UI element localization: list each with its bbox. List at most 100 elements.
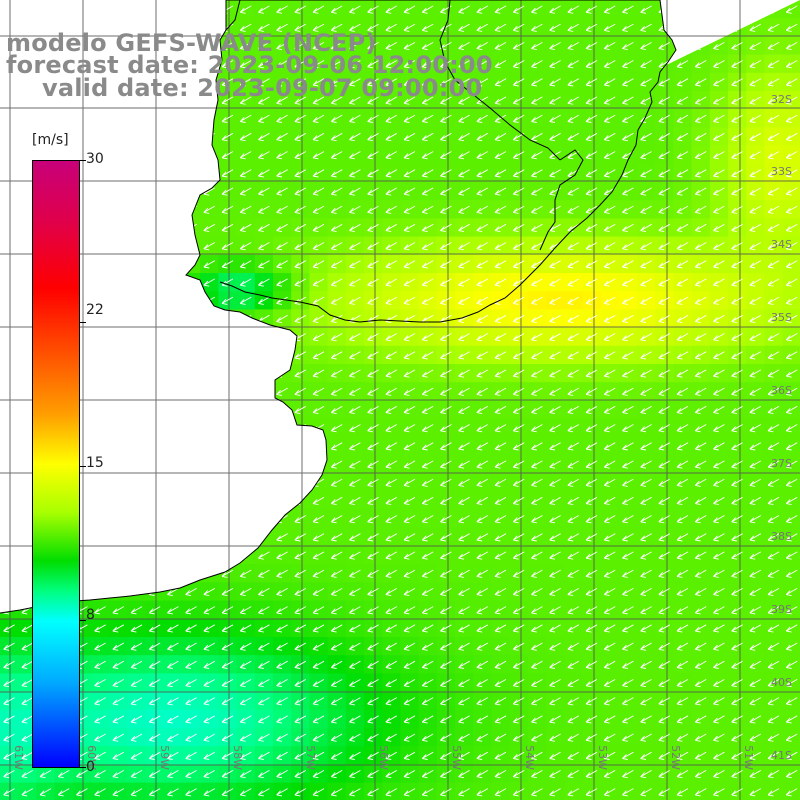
wind-arrow [421, 424, 434, 433]
wind-speed-cell [764, 364, 784, 383]
wind-arrow [640, 788, 652, 797]
wind-speed-cell [254, 182, 274, 201]
wind-arrow [330, 260, 343, 269]
wind-arrow [330, 242, 343, 251]
wind-arrow [21, 697, 34, 706]
wind-speed-cell [455, 491, 474, 511]
wind-speed-cell [491, 236, 511, 256]
wind-speed-cell [345, 546, 365, 565]
wind-arrow [694, 369, 707, 378]
wind-speed-cell [345, 364, 365, 383]
wind-arrow [330, 588, 343, 597]
wind-arrow [785, 715, 798, 724]
wind-arrow [622, 460, 634, 469]
wind-arrow [440, 533, 452, 542]
wind-speed-cell [400, 182, 420, 201]
wind-speed-cell [618, 72, 638, 92]
wind-arrow [349, 551, 361, 560]
wind-speed-cell [673, 54, 693, 74]
wind-speed-cell [728, 309, 747, 329]
wind-arrow [785, 151, 798, 160]
wind-speed-cell [418, 418, 438, 438]
wind-arrow [567, 533, 580, 542]
wind-arrow [749, 278, 762, 287]
wind-arrow [494, 405, 507, 415]
wind-arrow [258, 96, 270, 105]
wind-arrow [440, 369, 452, 378]
wind-speed-cell [491, 18, 511, 37]
wind-speed-cell [418, 54, 438, 74]
wind-arrow [458, 751, 470, 760]
wind-arrow [403, 442, 416, 451]
wind-speed-cell [327, 364, 347, 383]
wind-speed-cell [291, 254, 310, 274]
title-forecast-date: forecast date: 2023-09-06 12:00:00 [6, 51, 493, 79]
wind-arrow [512, 242, 525, 251]
wind-speed-cell [364, 54, 383, 74]
wind-arrow [276, 751, 288, 760]
wind-speed-cell [728, 145, 747, 165]
wind-arrow [622, 314, 634, 324]
wind-speed-cell [582, 473, 602, 492]
wind-arrow [549, 642, 561, 651]
wind-arrow [694, 78, 707, 87]
wind-arrow [658, 551, 671, 560]
wind-arrow [785, 606, 798, 615]
wind-arrow [767, 296, 780, 305]
wind-arrow [658, 369, 671, 378]
wind-arrow [622, 478, 634, 487]
wind-arrow [476, 424, 489, 433]
wind-arrow [494, 242, 507, 251]
wind-speed-cell [236, 564, 256, 583]
wind-speed-cell [527, 182, 547, 201]
wind-arrow [403, 788, 416, 797]
wind-arrow [549, 369, 561, 378]
wind-arrow [531, 223, 543, 233]
wind-speed-cell [509, 163, 529, 183]
wind-arrow [585, 679, 598, 688]
wind-arrow [676, 296, 689, 305]
wind-arrow [567, 242, 580, 251]
wind-arrow [549, 333, 561, 342]
wind-arrow [640, 715, 652, 724]
wind-arrow [622, 132, 634, 142]
wind-speed-cell [527, 564, 547, 583]
wind-arrow [694, 333, 707, 342]
wind-arrow [476, 751, 489, 760]
wind-arrow [94, 733, 106, 742]
wind-speed-cell [364, 236, 383, 256]
wind-arrow [585, 42, 598, 51]
wind-speed-cell [382, 491, 401, 511]
wind-arrow [239, 151, 252, 160]
wind-arrow [731, 460, 743, 469]
wind-arrow [440, 569, 452, 578]
wind-speed-cell [509, 546, 529, 565]
wind-arrow [567, 478, 580, 487]
wind-speed-cell [600, 309, 620, 329]
wind-arrow [658, 733, 671, 742]
wind-arrow [767, 515, 780, 524]
wind-arrow [731, 169, 743, 178]
wind-arrow [767, 733, 780, 742]
wind-speed-cell [309, 145, 329, 165]
wind-speed-cell [473, 509, 492, 529]
wind-speed-cell [582, 455, 602, 474]
wind-speed-cell [273, 163, 292, 183]
wind-arrow [567, 260, 580, 269]
wind-arrow [640, 533, 652, 542]
wind-speed-cell [455, 273, 474, 292]
wind-arrow [658, 715, 671, 724]
wind-speed-cell [455, 200, 474, 219]
wind-arrow [330, 205, 343, 214]
wind-speed-cell [236, 291, 256, 310]
wind-speed-cell [473, 327, 492, 347]
wind-speed-cell [345, 345, 365, 365]
wind-speed-cell [455, 418, 474, 438]
wind-arrow [94, 697, 106, 706]
wind-arrow [676, 733, 689, 742]
wind-speed-cell [600, 364, 620, 383]
wind-arrow [585, 23, 598, 32]
wind-speed-cell [691, 182, 711, 201]
wind-speed-cell [509, 527, 529, 547]
wind-arrow [767, 588, 780, 597]
